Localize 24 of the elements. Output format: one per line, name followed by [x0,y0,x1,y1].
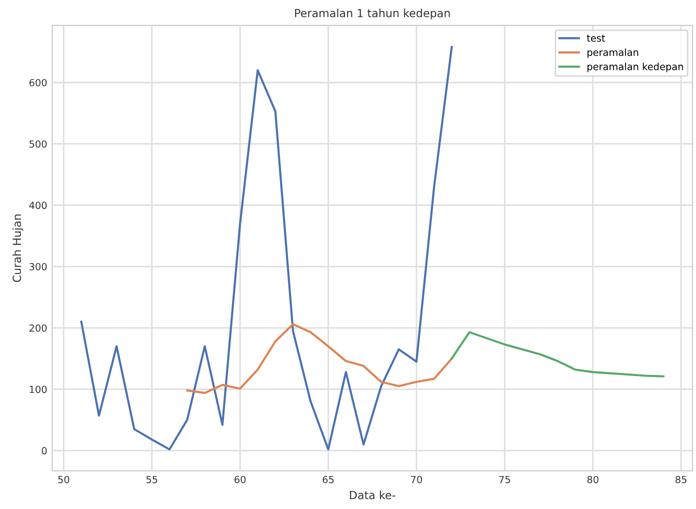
x-tick-label: 55 [146,476,158,484]
y-tick-label: 200 [29,324,47,332]
legend-label: test [586,34,606,42]
x-tick-label: 60 [234,476,246,484]
x-tick-label: 65 [322,476,334,484]
legend-label: peramalan [588,48,638,58]
y-axis-title: Curah Hujan [12,214,24,282]
x-tick-label: 85 [676,476,686,484]
x-tick-label: 50 [58,476,70,484]
y-tick-label: 600 [29,78,47,86]
y-tick-label: 500 [30,140,47,148]
legend-label: peramalan kedepan [588,62,683,72]
y-tick-label: 400 [29,202,47,210]
y-tick-label: 0 [42,447,47,454]
x-tick-label: 80 [587,476,598,484]
y-tick-label: 300 [30,263,47,270]
line-series [186,323,453,394]
x-axis-title: Data ke- [350,490,396,500]
y-tick-label: 100 [30,386,47,394]
line-series [80,46,453,450]
x-tick-label: 75 [499,476,510,484]
chart-title: Peramalan 1 tahun kedepan [295,8,450,20]
line-series [450,331,664,378]
x-tick-label: 70 [411,476,422,484]
